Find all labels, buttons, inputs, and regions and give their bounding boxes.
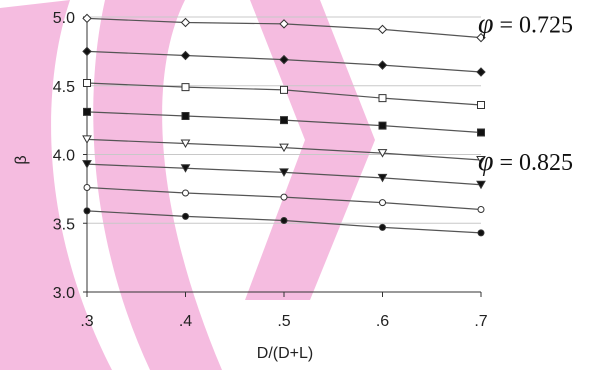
data-point (476, 156, 486, 165)
series-8 (83, 207, 485, 237)
data-point (82, 46, 92, 57)
series-5 (82, 135, 486, 165)
series-group (82, 13, 486, 237)
data-point (83, 207, 91, 215)
x-tick-label: .3 (80, 313, 93, 330)
axes (83, 16, 482, 297)
watermark-chevron (245, 0, 375, 300)
phi-symbol: φ (478, 146, 494, 177)
data-point (82, 135, 92, 144)
data-point (377, 149, 388, 158)
data-point (280, 193, 288, 201)
phi-symbol: φ (478, 9, 494, 40)
data-point (182, 212, 189, 220)
phi-annotation: φ = 0.725 (478, 9, 573, 40)
data-point (180, 50, 191, 61)
data-point (181, 83, 190, 92)
x-tick-label: .5 (277, 313, 290, 330)
y-axis-title: β (13, 155, 30, 164)
data-point (477, 206, 485, 213)
y-tick-labels: 3.0 3.5 4.0 4.5 5.0 (53, 10, 75, 302)
series-7 (83, 184, 485, 213)
data-point (477, 229, 485, 237)
y-tick-label: 4.0 (53, 148, 75, 165)
data-point (378, 121, 387, 130)
series-3 (83, 79, 485, 109)
data-point (476, 67, 486, 77)
data-point (279, 143, 289, 153)
data-point (180, 17, 191, 28)
watermark-shapes (0, 0, 375, 370)
data-point (280, 116, 288, 125)
data-point (477, 101, 485, 109)
data-point (182, 189, 189, 197)
data-point (83, 79, 91, 87)
data-point (279, 19, 289, 29)
data-point (477, 128, 485, 137)
series-4 (83, 107, 485, 137)
series-6 (82, 160, 486, 190)
phi-annotation: φ = 0.825 (478, 146, 573, 177)
data-point (378, 94, 387, 103)
y-tick-label: 5.0 (53, 10, 75, 27)
series-2 (82, 46, 486, 77)
phi-value: = 0.725 (494, 13, 574, 39)
y-tick-label: 3.0 (53, 285, 75, 302)
data-point (83, 107, 91, 116)
y-tick-label: 3.5 (53, 216, 75, 233)
x-tick-label: .4 (179, 313, 192, 330)
phi-value: = 0.825 (494, 150, 574, 176)
data-point (377, 173, 388, 183)
data-point (82, 13, 92, 24)
watermark-shape-left (0, 0, 112, 370)
data-point (280, 85, 288, 94)
data-point (280, 217, 288, 224)
data-point (476, 180, 486, 190)
data-point (181, 112, 190, 120)
data-point (379, 223, 386, 231)
series-1 (82, 13, 486, 43)
data-point (82, 160, 92, 169)
data-point (279, 168, 289, 177)
watermark-shape-mid (93, 0, 222, 370)
x-tick-labels: .3 .4 .5 .6 .7 (80, 313, 487, 330)
x-tick-label: .6 (376, 313, 389, 330)
data-point (377, 24, 388, 35)
x-tick-label: .7 (474, 313, 487, 330)
y-tick-label: 4.5 (53, 79, 75, 96)
data-point (377, 60, 388, 70)
x-axis-title: D/(D+L) (257, 345, 313, 362)
data-point (279, 54, 289, 65)
data-point (476, 32, 486, 43)
data-point (83, 184, 91, 191)
data-point (379, 199, 386, 207)
data-point (180, 164, 191, 173)
data-point (180, 139, 191, 149)
